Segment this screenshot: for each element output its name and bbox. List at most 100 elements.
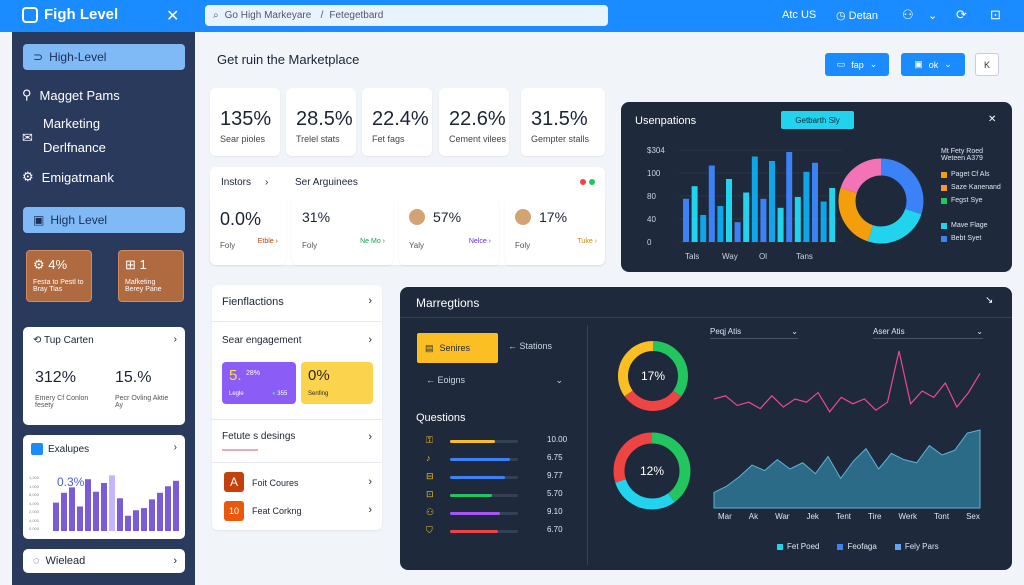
- search-input[interactable]: [224, 10, 315, 21]
- calendar-icon: ▭: [836, 59, 846, 69]
- questions-title: Questions: [416, 412, 466, 424]
- tup-carten-card[interactable]: ⟲ Tup Carten › 312% 15.% Emery Cf Conlon…: [23, 327, 185, 425]
- y-tick: 4,000: [29, 517, 40, 523]
- usage-bar: [812, 162, 818, 242]
- chevron-right-icon[interactable]: ›: [368, 334, 372, 346]
- chevron-right-icon[interactable]: ›: [368, 504, 372, 516]
- eoigns-select[interactable]: ← Eoigns ⌄: [426, 375, 563, 386]
- usage-bar: [743, 192, 750, 242]
- stat-card[interactable]: 31.5% Gempter stalls: [521, 88, 605, 156]
- expand-icon[interactable]: ↘: [985, 295, 994, 306]
- legend-row: Saze Kanenand: [941, 181, 1001, 194]
- course-label[interactable]: Feat Corkng: [252, 506, 302, 516]
- usage-bar: [794, 197, 801, 242]
- sidebar-item-derlfnance[interactable]: Derlfnance: [43, 140, 106, 155]
- x-tick-label: Tans: [796, 252, 813, 261]
- stat-card[interactable]: 22.4% Fet fags: [362, 88, 432, 156]
- legend-swatch: [941, 235, 947, 242]
- question-bar: [450, 494, 492, 497]
- close-icon[interactable]: ✕: [988, 114, 997, 125]
- collapse-button[interactable]: K: [975, 53, 999, 76]
- chevron-right-icon[interactable]: ›: [368, 476, 372, 488]
- ok-button[interactable]: ▣ ok ⌄: [901, 53, 965, 76]
- instors-title[interactable]: Instors ›: [221, 177, 269, 188]
- top-bar: Figh Level ✕ ⌕ / Fetegetbard Atc US ◷ De…: [0, 0, 1024, 32]
- insight-tag[interactable]: Tuke ›: [577, 238, 597, 245]
- notification-icon[interactable]: ⊡: [990, 7, 1001, 22]
- tile-icon: ⊞: [125, 257, 140, 272]
- chevron-right-icon[interactable]: ›: [173, 442, 177, 453]
- question-value: 6.70: [547, 525, 563, 534]
- tab-senires[interactable]: ▤ Senires: [417, 333, 498, 363]
- usage-bar: [760, 198, 767, 242]
- brand[interactable]: Figh Level: [22, 6, 118, 23]
- course-label[interactable]: Foit Coures: [252, 478, 299, 488]
- question-row[interactable]: ⊡ 5.70: [426, 489, 596, 503]
- chevron-down-icon[interactable]: ⌄: [928, 10, 938, 22]
- insight-label: Yaly: [409, 241, 424, 250]
- x-tick-label: Ak: [748, 512, 759, 521]
- usage-donut-chart: [838, 158, 924, 244]
- wielead-button[interactable]: ◌ Wielead ›: [23, 549, 185, 573]
- stat-value: 22.4%: [372, 108, 429, 130]
- getbarth-chip[interactable]: Getbarth Sly: [781, 111, 854, 129]
- legend-header: Mt Fety Roed Weteen A379: [941, 148, 983, 162]
- legend-row: Mave Flage: [941, 219, 1001, 232]
- tab-stations[interactable]: ← Stations: [508, 341, 553, 351]
- peqj-atis-select[interactable]: Peqj Atis ⌄: [710, 327, 798, 339]
- sidebar-pill-high-level[interactable]: ⊃ High-Level: [23, 44, 185, 70]
- exalupes-card[interactable]: Exalupes › 0.3% 1,200 1,000 8,000 4,000 2,00…: [23, 435, 185, 539]
- stat-card[interactable]: 22.6% Cement vilees: [439, 88, 509, 156]
- engagement-tile-purple[interactable]: 5. 28% Legle ● 355: [222, 362, 296, 404]
- header-link-us[interactable]: Atc US: [782, 9, 817, 21]
- sidebar-item-emigatmank[interactable]: ⚙ Emigatmank: [22, 169, 114, 185]
- insight-card[interactable]: 57% Yaly Nelce ›: [399, 197, 499, 265]
- x-tick-label: Ol: [759, 252, 767, 261]
- question-row[interactable]: ⊟ 9.77: [426, 471, 596, 485]
- exalupes-bar: [125, 515, 131, 531]
- breadcrumb-separator: /: [320, 10, 324, 21]
- x-tick-label: Tire: [868, 512, 882, 521]
- close-icon[interactable]: ✕: [166, 8, 180, 25]
- insight-tag[interactable]: Nelce ›: [469, 238, 491, 245]
- avatar: [409, 209, 425, 225]
- donut-center-label: 12%: [640, 464, 664, 478]
- search-bar[interactable]: ⌕ / Fetegetbard: [205, 5, 608, 26]
- tile-label: Legle: [229, 391, 244, 397]
- filter-button[interactable]: ▭ fap ⌄: [825, 53, 889, 76]
- header-link-detan[interactable]: ◷ Detan: [836, 10, 879, 22]
- course-badge: 10: [224, 501, 244, 521]
- search-crumb[interactable]: Fetegetbard: [329, 10, 384, 21]
- question-row[interactable]: ⛉ 6.70: [426, 525, 596, 539]
- insight-card[interactable]: 31% Foly Ne Mo ›: [292, 197, 393, 265]
- y-tick: 8,000: [29, 492, 40, 497]
- refresh-icon[interactable]: ⟳: [956, 7, 967, 22]
- engagement-tile-yellow[interactable]: 0% Senfing: [301, 362, 373, 404]
- chevron-right-icon[interactable]: ›: [368, 431, 372, 443]
- insight-tag-label: Tuke: [577, 238, 593, 245]
- y-tick: 1,200: [29, 475, 40, 480]
- aser-atis-select[interactable]: Peqj AtisAser Atis⌄: [873, 327, 983, 339]
- stat-card[interactable]: 135% Sear pioles: [210, 88, 280, 156]
- sidebar-pill-high-level-2[interactable]: ▣ High Level: [23, 207, 185, 233]
- sidebar-tile-marketing[interactable]: ⊞ 1 Mafketing Berey Pane: [118, 250, 184, 302]
- question-row[interactable]: ⚿ 10.00: [426, 435, 596, 449]
- insight-tag[interactable]: Etble ›: [258, 238, 278, 245]
- chevron-right-icon[interactable]: ›: [368, 295, 372, 307]
- usage-bar: [820, 201, 827, 242]
- stat-label: Sear pioles: [220, 134, 266, 144]
- user-icon[interactable]: ⚇: [902, 7, 914, 22]
- sidebar-tile-festa[interactable]: ⚙ 4% Festa to Pestl to Bray Tias: [26, 250, 92, 302]
- insight-tag[interactable]: Ne Mo ›: [360, 238, 385, 245]
- question-row[interactable]: ⚇ 9.10: [426, 507, 596, 521]
- insight-card[interactable]: 0.0% Foly Etble ›: [210, 197, 286, 265]
- sidebar-item-marketing[interactable]: Marketing: [43, 116, 101, 131]
- question-row[interactable]: ♪ 6.75: [426, 453, 596, 467]
- marregtions-legend: Fet Poed Feofaga Fely Pars: [777, 542, 939, 551]
- chevron-right-icon[interactable]: ›: [173, 334, 177, 345]
- stat-card[interactable]: 28.5% Trelel stats: [286, 88, 356, 156]
- insight-card[interactable]: 17% Foly Tuke ›: [505, 197, 605, 265]
- legend-swatch: [941, 222, 947, 229]
- sidebar-item-mail[interactable]: ✉: [12, 130, 195, 146]
- sidebar-item-magget-pams[interactable]: ⚲ Magget Pams: [22, 87, 120, 103]
